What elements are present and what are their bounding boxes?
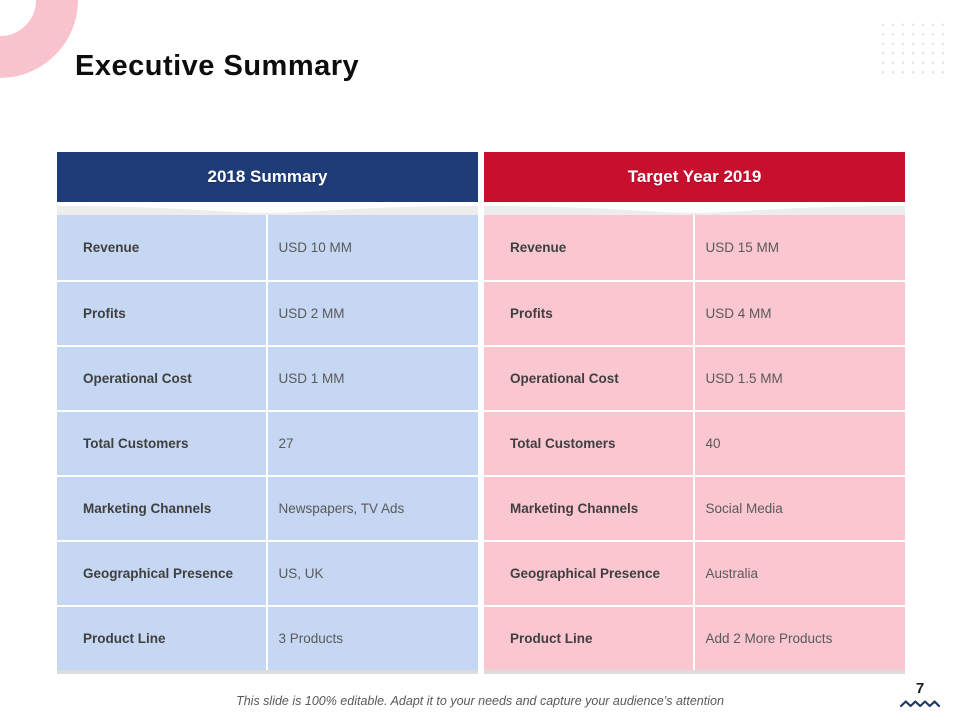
table-row: Marketing Channels Newspapers, TV Ads [57,475,478,540]
table-row: Total Customers 27 [57,410,478,475]
table-row: Profits USD 4 MM [484,280,905,345]
row-label: Total Customers [484,412,695,475]
row-value: US, UK [278,566,324,581]
row-label: Revenue [57,215,268,280]
table-row: Geographical Presence US, UK [57,540,478,605]
wave-separator [484,202,905,215]
table-row: Marketing Channels Social Media [484,475,905,540]
zigzag-wave-icon [900,700,940,708]
row-value: USD 1.5 MM [705,371,783,386]
row-label: Geographical Presence [484,542,695,605]
row-value: Australia [705,566,759,581]
row-value: USD 15 MM [705,240,780,255]
table-row: Total Customers 40 [484,410,905,475]
row-value: USD 2 MM [278,306,345,321]
row-value: 27 [278,436,294,451]
row-label: Operational Cost [484,347,695,410]
table-row: Product Line Add 2 More Products [484,605,905,670]
row-value: Add 2 More Products [705,631,833,646]
page-number: 7 [915,680,925,697]
pink-ring-decoration [0,0,78,78]
dot-grid-decoration [878,20,952,76]
row-label: Product Line [484,607,695,670]
footer-note: This slide is 100% editable. Adapt it to… [236,694,724,708]
row-label: Marketing Channels [484,477,695,540]
row-value: USD 4 MM [705,306,772,321]
table-row: Revenue USD 15 MM [484,215,905,280]
table-header-2018: 2018 Summary [57,152,478,202]
table-body-2019: Revenue USD 15 MM Profits USD 4 MM Opera… [484,215,905,674]
page-number-block: 7 [898,680,942,708]
table-row: Revenue USD 10 MM [57,215,478,280]
table-body-2018: Revenue USD 10 MM Profits USD 2 MM Opera… [57,215,478,674]
row-label: Profits [484,282,695,345]
summary-tables: 2018 Summary Revenue USD 10 MM Profits U… [57,152,905,674]
row-value: Newspapers, TV Ads [278,501,405,516]
table-2018-summary: 2018 Summary Revenue USD 10 MM Profits U… [57,152,478,674]
row-label: Marketing Channels [57,477,268,540]
row-label: Operational Cost [57,347,268,410]
row-value: USD 1 MM [278,371,345,386]
row-label: Revenue [484,215,695,280]
row-label: Profits [57,282,268,345]
table-row: Product Line 3 Products [57,605,478,670]
row-value: Social Media [705,501,783,516]
row-label: Total Customers [57,412,268,475]
table-target-2019: Target Year 2019 Revenue USD 15 MM Profi… [484,152,905,674]
table-row: Operational Cost USD 1.5 MM [484,345,905,410]
table-header-2019: Target Year 2019 [484,152,905,202]
row-label: Product Line [57,607,268,670]
table-row: Profits USD 2 MM [57,280,478,345]
row-label: Geographical Presence [57,542,268,605]
table-row: Operational Cost USD 1 MM [57,345,478,410]
wave-separator [57,202,478,215]
row-value: 40 [705,436,721,451]
page-title: Executive Summary [75,50,360,82]
row-value: USD 10 MM [278,240,353,255]
row-value: 3 Products [278,631,344,646]
table-row: Geographical Presence Australia [484,540,905,605]
